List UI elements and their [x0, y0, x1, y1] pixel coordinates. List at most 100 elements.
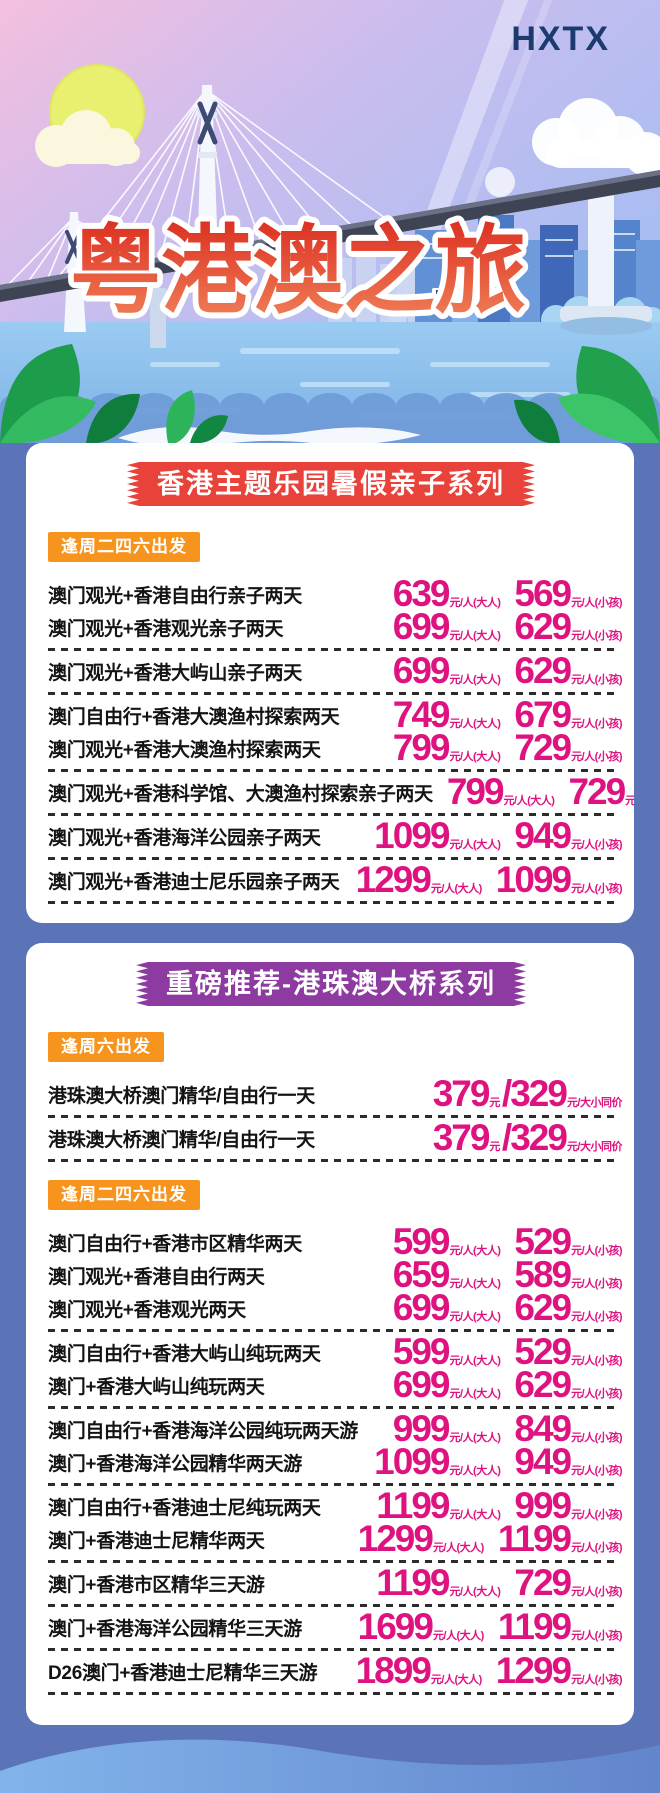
price-value: 1299 — [355, 859, 432, 901]
tour-row: 澳门+香港迪士尼精华两天 1299 元/人(大人) 1199 元/人(小孩) — [48, 1520, 624, 1557]
tour-label: 澳门+香港大屿山纯玩两天 — [48, 1377, 265, 1398]
tour-label: 澳门观光+香港自由行亲子两天 — [48, 586, 302, 607]
tour-prices: 599 元/人(大人) 529 元/人(小孩) — [379, 1331, 624, 1373]
tour-prices: 1699 元/人(大人) 1199 元/人(小孩) — [344, 1606, 624, 1648]
dashed-divider — [48, 813, 620, 816]
price-unit: 元/人(小孩) — [571, 882, 622, 895]
price-value: /329 — [501, 1073, 568, 1115]
price: /329 元/大小同价 — [502, 1119, 623, 1156]
price-value: 1199 — [376, 1485, 450, 1527]
tour-row: D26澳门+香港迪士尼精华三天游 1899 元/人(大人) 1299 元/人(小孩) — [48, 1652, 624, 1689]
price: 529 元/人(小孩) — [514, 1331, 622, 1373]
price-value: 949 — [514, 1441, 572, 1483]
tour-prices: 999 元/人(大人) 849 元/人(小孩) — [379, 1410, 624, 1447]
price: 1199 元/人(小孩) — [498, 1608, 623, 1645]
tour-label: 澳门+香港迪士尼精华两天 — [48, 1531, 265, 1552]
tour-label: 澳门自由行+香港大澳渔村探索两天 — [48, 707, 340, 728]
price: 699 元/人(大人) — [393, 1289, 501, 1326]
sun-icon — [35, 64, 145, 167]
tour-group: D26澳门+香港迪士尼精华三天游 1899 元/人(大人) 1299 元/人(小孩) — [48, 1652, 624, 1689]
price: 379 元 — [433, 1119, 501, 1156]
bridge-pier-right — [560, 186, 652, 335]
tour-group: 澳门自由行+香港市区精华两天 599 元/人(大人) 529 元/人(小孩) 澳门观光+香… — [48, 1221, 624, 1329]
dashed-divider — [48, 692, 620, 695]
price: 679 元/人(小孩) — [514, 696, 622, 733]
price: 1299 元/人(大人) — [355, 859, 483, 901]
price-value: 379 — [432, 1073, 491, 1115]
price: 699 元/人(大人) — [393, 652, 501, 689]
dashed-divider — [48, 1406, 620, 1409]
price-unit: 元/人(大人) — [430, 1673, 482, 1686]
tour-row: 澳门观光+香港大屿山亲子两天 699 元/人(大人) 629 元/人(小孩) — [48, 652, 624, 689]
price-value: 1199 — [376, 1562, 450, 1604]
price-value: 529 — [514, 1331, 572, 1373]
tour-label: 澳门自由行+香港市区精华两天 — [48, 1234, 302, 1255]
bottom-wave-decoration — [0, 1739, 660, 1793]
tour-row: 澳门+香港海洋公园精华三天游 1699 元/人(大人) 1199 元/人(小孩) — [48, 1606, 624, 1648]
dashed-divider — [48, 1115, 620, 1118]
tour-label: 澳门观光+香港大澳渔村探索两天 — [48, 740, 321, 761]
price: 599 元/人(大人) — [392, 1221, 501, 1263]
price-unit: 元/人(大人) — [449, 1431, 501, 1444]
price: 589 元/人(小孩) — [514, 1256, 622, 1293]
price-sections: 香港主题乐园暑假亲子系列 逢周二四六出发 澳门观光+香港自由行亲子两天 639 元/人(… — [0, 443, 660, 1725]
price-value: 729 — [568, 771, 626, 813]
clouds-right — [485, 98, 660, 197]
price: 379 元 — [432, 1073, 501, 1115]
tour-group: 港珠澳大桥澳门精华/自由行一天 379 元/329 元/大小同价 — [48, 1073, 624, 1115]
tour-row: 澳门+香港海洋公园精华两天游 1099 元/人(大人) 949 元/人(小孩) — [48, 1441, 624, 1483]
tour-row: 澳门观光+香港观光两天 699 元/人(大人) 629 元/人(小孩) — [48, 1287, 624, 1329]
tour-label: 澳门+香港海洋公园精华两天游 — [48, 1454, 302, 1475]
tour-row: 澳门自由行+香港迪士尼纯玩两天 1199 元/人(大人) 999 元/人(小孩) — [48, 1485, 624, 1527]
price-value: 599 — [392, 1221, 451, 1263]
price: 629 元/人(小孩) — [514, 1366, 622, 1403]
price: 1199 元/人(小孩) — [498, 1520, 623, 1557]
price-value: 599 — [392, 1331, 451, 1373]
tour-label: 澳门观光+香港观光两天 — [48, 1300, 246, 1321]
tour-label: 澳门自由行+香港海洋公园纯玩两天游 — [48, 1421, 358, 1442]
dashed-divider — [48, 1329, 620, 1332]
price: 1199 元/人(大人) — [376, 1562, 501, 1604]
price-unit: 元/人(大人) — [432, 1629, 484, 1642]
tour-group: 港珠澳大桥澳门精华/自由行一天 379 元/329 元/大小同价 — [48, 1119, 624, 1156]
dashed-divider — [48, 1692, 620, 1695]
price-unit: 元 — [489, 1096, 500, 1109]
tour-prices: 699 元/人(大人) 629 元/人(小孩) — [379, 608, 624, 645]
price: 749 元/人(大人) — [393, 696, 501, 733]
tour-row: 澳门+香港市区精华三天游 1199 元/人(大人) 729 元/人(小孩) — [48, 1562, 624, 1604]
price-value: 629 — [514, 1287, 572, 1329]
tour-group: 澳门自由行+香港大澳渔村探索两天 749 元/人(大人) 679 元/人(小孩) 澳门观光… — [48, 696, 624, 766]
tour-prices: 1099 元/人(大人) 949 元/人(小孩) — [360, 817, 624, 854]
price-unit: 元/人(小孩) — [571, 673, 622, 686]
price-unit: 元/人(小孩) — [571, 1585, 622, 1598]
price-unit: 元/人(小孩) — [571, 1244, 622, 1257]
price-unit: 元/人(大人) — [432, 1541, 484, 1554]
dashed-divider — [48, 857, 620, 860]
tour-label: 澳门+香港海洋公园精华三天游 — [48, 1619, 302, 1640]
price: 1899 元/人(大人) — [356, 1652, 483, 1689]
tour-label: 港珠澳大桥澳门精华/自由行一天 — [48, 1130, 315, 1151]
price-value: 1699 — [357, 1606, 434, 1648]
price: 799 元/人(大人) — [393, 729, 501, 766]
tour-group: 澳门观光+香港大屿山亲子两天 699 元/人(大人) 629 元/人(小孩) — [48, 652, 624, 689]
dashed-divider — [48, 1648, 620, 1651]
price-unit: 元/人(大人) — [449, 596, 501, 609]
price-unit: 元/人(小孩) — [571, 629, 622, 642]
hero-title-art: 粤港澳之旅 — [64, 212, 532, 331]
dashed-divider — [48, 769, 620, 772]
tour-label: D26澳门+香港迪士尼精华三天游 — [48, 1663, 318, 1684]
price-unit: 元/人(大人) — [449, 1277, 501, 1290]
price-unit: 元 — [489, 1140, 500, 1153]
tour-prices: 1899 元/人(大人) 1299 元/人(小孩) — [342, 1652, 624, 1689]
leaves-right — [514, 346, 660, 443]
tour-group: 澳门观光+香港自由行亲子两天 639 元/人(大人) 569 元/人(小孩) 澳门观光+香… — [48, 575, 624, 645]
price-unit: 元/人(小孩) — [571, 717, 622, 730]
dashed-divider — [48, 901, 620, 904]
section-banner: 重磅推荐-港珠澳大桥系列 — [136, 962, 526, 1006]
departure-badge: 逢周二四六出发 — [48, 1180, 200, 1210]
departure-badge: 逢周二四六出发 — [48, 532, 200, 562]
price-unit: 元/人(大人) — [449, 717, 501, 730]
